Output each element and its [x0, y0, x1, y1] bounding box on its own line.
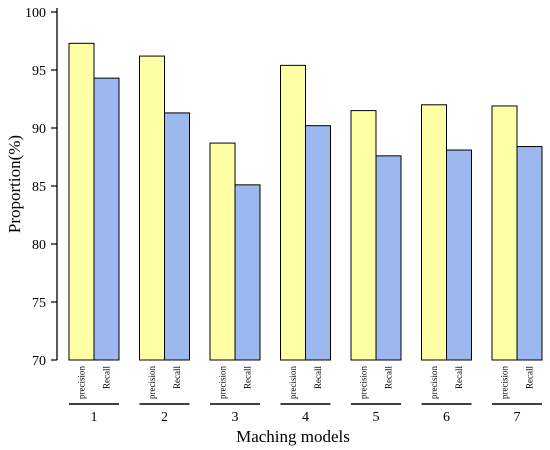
series-label-recall: Recall: [172, 366, 182, 389]
category-label: 2: [161, 410, 168, 425]
bar-recall-6: [446, 149, 472, 361]
bar-recall-4: [305, 125, 331, 361]
bars-layer: [68, 42, 543, 361]
bar-precision-2: [139, 55, 165, 361]
y-tick-label: 95: [32, 64, 46, 79]
y-tick-label: 70: [32, 354, 46, 369]
category-label: 3: [232, 410, 239, 425]
series-label-recall: Recall: [525, 366, 535, 389]
category-label: 5: [373, 410, 380, 425]
category-label: 4: [302, 410, 309, 425]
y-ticks: 70 75 80 85 90 95 100: [25, 6, 57, 369]
x-labels: precision Recall 1 precision Recall 2 precisio…: [69, 366, 542, 425]
category-label: 1: [91, 410, 98, 425]
series-label-recall: Recall: [102, 366, 112, 389]
bar-precision-6: [421, 104, 447, 361]
series-label-precision: precision: [359, 366, 369, 399]
category-label: 6: [443, 410, 450, 425]
series-label-recall: Recall: [243, 366, 253, 389]
series-label-recall: Recall: [384, 366, 394, 389]
y-tick-label: 80: [32, 238, 46, 253]
bar-precision-5: [350, 110, 377, 361]
series-label-precision: precision: [218, 366, 228, 399]
bar-recall-1: [93, 77, 120, 361]
y-tick-label: 85: [32, 180, 46, 195]
series-label-precision: precision: [500, 366, 510, 399]
series-label-recall: Recall: [454, 366, 464, 389]
y-tick-label: 90: [32, 122, 46, 137]
bar-precision-3: [209, 142, 236, 361]
series-label-recall: Recall: [313, 366, 323, 389]
y-axis-title: Proportion(%): [5, 135, 24, 233]
bar-precision-1: [68, 42, 95, 361]
bar-recall-5: [375, 155, 402, 361]
bar-precision-7: [491, 105, 518, 361]
bar-recall-7: [516, 146, 543, 361]
bar-recall-2: [164, 112, 190, 361]
series-label-precision: precision: [288, 366, 298, 399]
y-tick-label: 75: [32, 296, 46, 311]
series-label-precision: precision: [429, 366, 439, 399]
bar-recall-3: [234, 184, 261, 361]
series-label-precision: precision: [147, 366, 157, 399]
y-tick-label: 100: [25, 6, 46, 21]
bar-precision-4: [280, 64, 306, 361]
series-label-precision: precision: [77, 366, 87, 399]
x-axis-title: Maching models: [236, 427, 350, 446]
category-label: 7: [514, 410, 521, 425]
